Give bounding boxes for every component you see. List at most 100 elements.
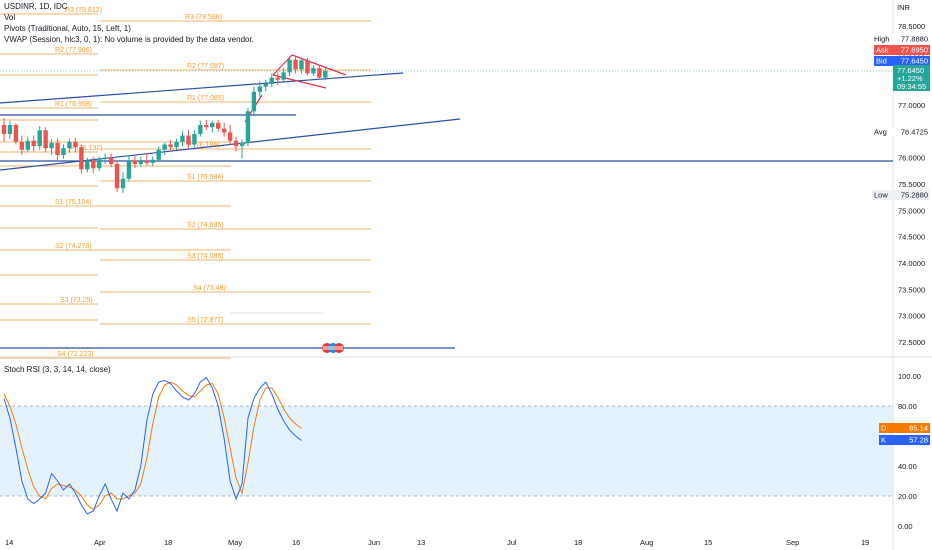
candle[interactable]: [7, 120, 13, 140]
candle[interactable]: [25, 136, 30, 153]
time-tick-label: Sep: [786, 538, 799, 547]
candle[interactable]: [174, 138, 179, 150]
pivot-label-r3_prev: R3 (78.812): [65, 7, 102, 14]
economic-events-icon[interactable]: [322, 343, 344, 353]
candle-body: [156, 149, 161, 160]
candle[interactable]: [186, 130, 191, 149]
time-axis[interactable]: 14 Apr 18 May 16 Jun 13 Jul 18 Aug 15 Sep 19: [5, 538, 869, 547]
low-tag-label: Low: [874, 191, 888, 200]
price-tick-label: 73.5000: [898, 285, 925, 294]
pennant-pole-line[interactable]: [272, 54, 293, 76]
pivot-label-p_prev: P (76.132): [70, 145, 103, 152]
candle[interactable]: [126, 155, 132, 182]
candle[interactable]: [305, 58, 310, 76]
candle[interactable]: [43, 127, 48, 153]
candle[interactable]: [132, 155, 138, 169]
candle[interactable]: [227, 125, 233, 146]
candle[interactable]: [13, 122, 19, 145]
pivot-label-r2: R2 (77.687): [187, 63, 224, 70]
time-tick-label: 14: [5, 538, 13, 547]
candle[interactable]: [210, 120, 215, 133]
legend-vol[interactable]: Vol: [4, 13, 16, 22]
candle[interactable]: [67, 139, 72, 153]
candle[interactable]: [221, 122, 227, 137]
candle[interactable]: [257, 80, 263, 98]
low-tag: Low 75.2880: [872, 190, 930, 200]
candle[interactable]: [216, 119, 221, 132]
candle[interactable]: [55, 138, 60, 161]
pivot-label-r3: R3 (78.586): [185, 14, 222, 21]
legend-stoch-rsi[interactable]: Stoch RSI (3, 3, 14, 14, close): [4, 365, 111, 374]
candle[interactable]: [79, 144, 84, 174]
candle[interactable]: [198, 120, 203, 137]
pivot-label-s4: S4 (73.48): [193, 285, 226, 292]
candle[interactable]: [85, 157, 90, 173]
candle[interactable]: [263, 79, 268, 92]
candles[interactable]: [1, 55, 328, 193]
price-tick-label: 74.5000: [898, 233, 925, 242]
candle-body: [216, 122, 221, 129]
candle-body: [180, 135, 185, 142]
candle[interactable]: [144, 153, 149, 166]
candle[interactable]: [311, 64, 316, 77]
candle[interactable]: [239, 139, 245, 159]
candle-body: [174, 141, 179, 148]
candle[interactable]: [251, 86, 257, 115]
candle[interactable]: [156, 146, 161, 162]
candle[interactable]: [287, 56, 292, 77]
rsi-k-tag-value: 57.28: [909, 436, 928, 445]
candle[interactable]: [31, 135, 36, 152]
candle[interactable]: [317, 65, 322, 80]
time-tick-label: Aug: [640, 538, 653, 547]
candle-body: [108, 157, 114, 164]
candle[interactable]: [180, 131, 185, 147]
candle[interactable]: [299, 57, 304, 74]
candle[interactable]: [73, 137, 78, 153]
rsi-axis[interactable]: 100.00 80.00 40.00 20.00 0.00: [898, 372, 921, 531]
trendline-upper[interactable]: [0, 72, 404, 104]
candle[interactable]: [138, 156, 144, 168]
candle[interactable]: [323, 68, 328, 81]
candle-body: [305, 60, 310, 74]
candle-body: [198, 125, 203, 134]
candle[interactable]: [150, 156, 155, 167]
candle[interactable]: [168, 140, 173, 152]
candle[interactable]: [245, 107, 251, 147]
candle[interactable]: [97, 156, 102, 171]
pivot-label-s3: S3 (74.083): [187, 253, 224, 260]
candle-body: [233, 140, 239, 147]
candle[interactable]: [114, 160, 120, 192]
candle[interactable]: [192, 130, 197, 148]
avg-tag-bg: [872, 127, 930, 137]
legend-vwap[interactable]: VWAP (Session, hlc3, 0, 1): No volume is…: [4, 35, 254, 44]
candle[interactable]: [269, 73, 274, 88]
bid-tag-bg: [874, 56, 930, 66]
candle[interactable]: [281, 68, 286, 83]
candle[interactable]: [233, 136, 239, 152]
pivot-label-s1: S1 (75.584): [187, 174, 224, 181]
rsi-d-tag: D 65.14: [879, 423, 930, 433]
trendlines[interactable]: [0, 54, 893, 349]
candle-body: [204, 125, 209, 128]
candle[interactable]: [120, 172, 126, 193]
candle-body: [275, 77, 280, 80]
time-tick-label: Apr: [94, 538, 106, 547]
candle[interactable]: [37, 126, 42, 150]
candle[interactable]: [91, 156, 96, 174]
candle[interactable]: [293, 55, 298, 74]
candle[interactable]: [61, 144, 66, 159]
candle[interactable]: [204, 119, 209, 131]
candle-body: [13, 125, 19, 142]
candle-body: [311, 68, 316, 74]
legend-pivots[interactable]: Pivots (Traditional, Auto, 15, Left, 1): [4, 24, 131, 33]
candle[interactable]: [102, 153, 108, 164]
candle[interactable]: [108, 153, 114, 168]
legend-symbol[interactable]: USDINR, 1D, IDC: [4, 2, 68, 11]
candle[interactable]: [275, 72, 280, 85]
candle[interactable]: [49, 139, 54, 156]
candle[interactable]: [162, 142, 167, 156]
candle[interactable]: [1, 118, 7, 142]
candle[interactable]: [19, 135, 25, 156]
